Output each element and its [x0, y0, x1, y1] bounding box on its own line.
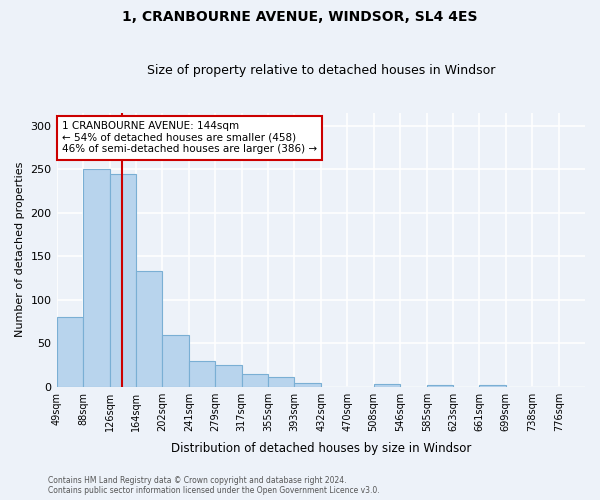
Bar [136, 271, 162, 386]
Bar [479, 385, 506, 386]
Title: Size of property relative to detached houses in Windsor: Size of property relative to detached ho… [146, 64, 495, 77]
Bar [162, 336, 189, 386]
Bar [189, 360, 215, 386]
Bar [268, 377, 294, 386]
Bar [427, 385, 453, 386]
Bar [56, 317, 83, 386]
Bar [242, 374, 268, 386]
Bar [294, 383, 321, 386]
Bar [374, 384, 400, 386]
Bar [110, 174, 136, 386]
Text: 1, CRANBOURNE AVENUE, WINDSOR, SL4 4ES: 1, CRANBOURNE AVENUE, WINDSOR, SL4 4ES [122, 10, 478, 24]
Y-axis label: Number of detached properties: Number of detached properties [15, 162, 25, 338]
Bar [215, 365, 242, 386]
X-axis label: Distribution of detached houses by size in Windsor: Distribution of detached houses by size … [170, 442, 471, 455]
Bar [83, 170, 110, 386]
Text: Contains HM Land Registry data © Crown copyright and database right 2024.
Contai: Contains HM Land Registry data © Crown c… [48, 476, 380, 495]
Text: 1 CRANBOURNE AVENUE: 144sqm
← 54% of detached houses are smaller (458)
46% of se: 1 CRANBOURNE AVENUE: 144sqm ← 54% of det… [62, 121, 317, 154]
